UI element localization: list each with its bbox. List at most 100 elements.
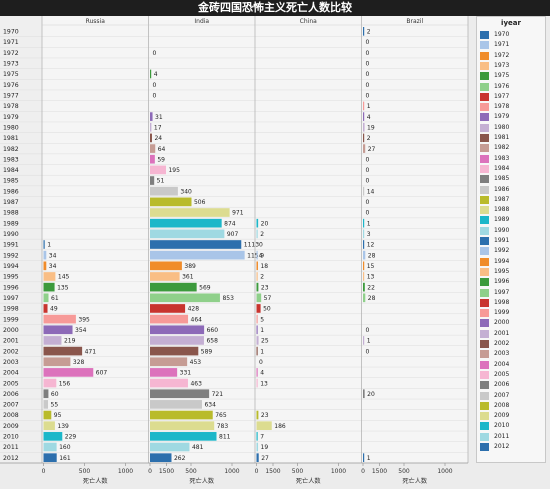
legend-item-1992[interactable]: 1992	[480, 246, 545, 256]
legend-label: 2002	[494, 340, 510, 347]
legend-item-1984[interactable]: 1984	[480, 164, 545, 174]
legend-item-1999[interactable]: 1999	[480, 308, 545, 318]
bar-label-brazil-1996: 22	[367, 284, 375, 291]
legend-item-2003[interactable]: 2003	[480, 349, 545, 359]
legend-item-2002[interactable]: 2002	[480, 339, 545, 349]
legend-item-2007[interactable]: 2007	[480, 391, 545, 401]
bar-label-china-2005: 13	[260, 380, 268, 387]
bar-label-china-1989: 20	[261, 220, 269, 227]
legend-item-1987[interactable]: 1987	[480, 195, 545, 205]
legend-item-2005[interactable]: 2005	[480, 370, 545, 380]
legend-item-2001[interactable]: 2001	[480, 329, 545, 339]
bar-label-russia-2003: 328	[73, 359, 85, 366]
bar-india-1979	[150, 112, 153, 121]
legend-label: 1977	[494, 92, 510, 100]
x-tick-label: 0	[42, 468, 46, 475]
legend-swatch	[480, 360, 489, 369]
legend-swatch	[480, 370, 489, 379]
year-label-1988: 1988	[3, 210, 19, 217]
bar-india-2005	[150, 378, 188, 388]
legend-item-1971[interactable]: 1971	[480, 40, 545, 50]
legend-item-2004[interactable]: 2004	[480, 360, 545, 370]
bar-china-2011	[256, 442, 259, 452]
bar-label-india-2001: 658	[206, 338, 218, 345]
bar-label-china-2010: 7	[260, 434, 264, 441]
bar-india-1981	[150, 133, 152, 143]
bar-russia-2011	[43, 442, 57, 452]
x-tick-label: 1000	[331, 468, 346, 475]
legend-item-1998[interactable]: 1998	[480, 298, 545, 308]
legend-item-1983[interactable]: 1983	[480, 154, 545, 164]
legend-item-1981[interactable]: 1981	[480, 133, 545, 143]
bar-brazil-1994	[363, 261, 365, 271]
legend-item-2006[interactable]: 2006	[480, 380, 545, 390]
legend-item-1982[interactable]: 1982	[480, 143, 545, 153]
legend-item-2010[interactable]: 2010	[480, 421, 545, 431]
legend-item-2000[interactable]: 2000	[480, 318, 545, 328]
bar-india-1999	[150, 314, 189, 324]
legend-item-1976[interactable]: 1976	[480, 82, 545, 92]
bar-label-brazil-1985: 0	[366, 178, 370, 185]
bar-label-china-2009: 186	[274, 423, 286, 430]
year-label-1996: 1996	[3, 284, 19, 291]
bar-label-brazil-1979: 4	[367, 114, 371, 121]
bar-russia-2003	[43, 357, 71, 367]
year-label-1998: 1998	[3, 306, 19, 313]
bar-india-1975	[150, 69, 152, 79]
legend-item-1972[interactable]: 1972	[480, 51, 545, 61]
bar-label-russia-1994: 34	[49, 263, 57, 270]
legend-item-1986[interactable]: 1986	[480, 185, 545, 195]
legend-item-1995[interactable]: 1995	[480, 267, 545, 277]
legend-label: 1970	[494, 31, 510, 38]
year-label-1999: 1999	[3, 316, 19, 323]
legend-item-2011[interactable]: 2011	[480, 432, 545, 442]
legend-label: 2007	[494, 391, 510, 399]
legend-item-1978[interactable]: 1978	[480, 102, 545, 112]
legend-item-2012[interactable]: 2012	[480, 442, 545, 452]
bar-label-brazil-1973: 0	[366, 61, 370, 68]
year-label-1987: 1987	[3, 199, 19, 206]
bar-brazil-1991	[363, 240, 365, 249]
bar-russia-2007	[43, 400, 49, 409]
legend-item-1994[interactable]: 1994	[480, 257, 545, 267]
legend-item-1985[interactable]: 1985	[480, 174, 545, 184]
legend-item-1996[interactable]: 1996	[480, 277, 545, 287]
bar-india-2008	[150, 410, 213, 420]
legend-item-2008[interactable]: 2008	[480, 401, 545, 411]
bar-india-1984	[150, 165, 166, 175]
legend-item-2009[interactable]: 2009	[480, 411, 545, 421]
x-tick-label: 500	[79, 468, 91, 475]
bar-label-china-2008: 23	[261, 412, 269, 419]
bar-label-china-2003: 0	[259, 359, 263, 366]
bar-india-1994	[150, 261, 182, 271]
bar-india-2006	[150, 389, 210, 399]
bar-label-china-1997: 57	[264, 295, 272, 302]
bar-label-india-1989: 874	[224, 220, 236, 227]
legend-item-1977[interactable]: 1977	[480, 92, 545, 102]
legend-item-1973[interactable]: 1973	[480, 61, 545, 71]
year-label-1977: 1977	[3, 92, 19, 99]
legend-item-1997[interactable]: 1997	[480, 288, 545, 298]
bar-label-brazil-2006: 20	[367, 391, 375, 398]
legend-item-1990[interactable]: 1990	[480, 226, 545, 236]
bar-china-2001	[256, 336, 259, 345]
bar-brazil-1989	[363, 218, 365, 228]
bar-label-brazil-2000: 0	[366, 327, 370, 334]
legend-swatch	[480, 257, 489, 266]
bar-russia-2008	[43, 410, 52, 420]
legend-label: 1983	[494, 154, 510, 162]
panel-header-brazil: Brazil	[406, 18, 423, 25]
bar-label-india-1982: 64	[158, 146, 166, 153]
legend-item-1989[interactable]: 1989	[480, 215, 545, 225]
legend-item-1991[interactable]: 1991	[480, 236, 545, 246]
legend-item-1988[interactable]: 1988	[480, 205, 545, 215]
bar-label-india-2011: 481	[192, 444, 204, 451]
legend-item-1975[interactable]: 1975	[480, 71, 545, 81]
legend-item-1979[interactable]: 1979	[480, 112, 545, 122]
bar-brazil-2012	[363, 453, 365, 462]
bar-label-russia-2007: 55	[51, 402, 59, 409]
bar-brazil-1997	[363, 293, 366, 303]
legend-item-1980[interactable]: 1980	[480, 123, 545, 133]
legend-item-1970[interactable]: 1970	[480, 30, 545, 40]
bar-china-1998	[256, 304, 261, 313]
